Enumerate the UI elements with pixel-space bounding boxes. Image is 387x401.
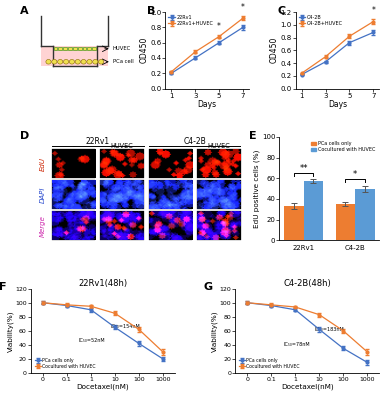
Bar: [63, 47, 67, 50]
Bar: [101, 150, 144, 178]
Circle shape: [63, 59, 68, 64]
Y-axis label: Viability(%): Viability(%): [212, 310, 218, 352]
Text: **: **: [299, 164, 308, 173]
Bar: [149, 150, 192, 178]
Bar: [73, 47, 77, 50]
Y-axis label: OD450: OD450: [140, 37, 149, 63]
Polygon shape: [97, 47, 108, 66]
Text: HUVEC: HUVEC: [113, 46, 131, 51]
Circle shape: [69, 59, 75, 64]
Title: 22Rv1(48h): 22Rv1(48h): [78, 279, 127, 288]
Text: G: G: [204, 282, 213, 292]
Text: *: *: [241, 3, 245, 12]
Text: -: -: [72, 143, 75, 149]
Legend: PCa cells only, Cocultured with HUVEC: PCa cells only, Cocultured with HUVEC: [309, 140, 377, 154]
Text: IC₅₀=183nM: IC₅₀=183nM: [315, 327, 344, 332]
Text: *: *: [353, 170, 357, 179]
Bar: [53, 47, 57, 50]
Circle shape: [58, 59, 63, 64]
Text: C4-2B: C4-2B: [183, 137, 206, 146]
Text: F: F: [0, 282, 7, 292]
X-axis label: Docetaxel(nM): Docetaxel(nM): [281, 383, 334, 390]
Title: C4-2B(48h): C4-2B(48h): [283, 279, 331, 288]
Bar: [87, 47, 91, 50]
Bar: [101, 211, 144, 240]
Bar: [52, 211, 95, 240]
Polygon shape: [53, 47, 97, 66]
Circle shape: [75, 59, 80, 64]
Bar: [197, 150, 241, 178]
Polygon shape: [41, 47, 108, 66]
Text: IC₅₀=78nM: IC₅₀=78nM: [283, 342, 310, 347]
Circle shape: [92, 59, 98, 64]
Bar: [58, 47, 62, 50]
Bar: [284, 206, 303, 240]
Text: *: *: [217, 22, 221, 31]
Y-axis label: OD450: OD450: [270, 37, 279, 63]
Bar: [355, 188, 375, 240]
Bar: [92, 47, 96, 50]
Circle shape: [81, 59, 86, 64]
Circle shape: [46, 59, 51, 64]
X-axis label: Days: Days: [328, 100, 347, 109]
Text: EdU: EdU: [39, 157, 46, 171]
Text: A: A: [21, 6, 29, 16]
Text: Merge: Merge: [39, 215, 46, 237]
Legend: 22Rv1, 22Rv1+HUVEC: 22Rv1, 22Rv1+HUVEC: [168, 14, 214, 26]
Text: E: E: [250, 131, 257, 141]
Y-axis label: EdU positive cells (%): EdU positive cells (%): [254, 150, 260, 228]
Legend: PCa cells only, Cocultured with HUVEC: PCa cells only, Cocultured with HUVEC: [238, 356, 302, 371]
Bar: [101, 180, 144, 209]
Circle shape: [99, 59, 104, 64]
Text: HUVEC: HUVEC: [111, 143, 134, 149]
Polygon shape: [41, 47, 53, 66]
Text: *: *: [372, 6, 375, 15]
Text: D: D: [21, 131, 30, 141]
Text: IC₅₀=154nM: IC₅₀=154nM: [110, 324, 140, 329]
Bar: [336, 204, 355, 240]
Bar: [68, 47, 72, 50]
Bar: [52, 180, 95, 209]
X-axis label: Docetaxel(nM): Docetaxel(nM): [77, 383, 129, 390]
Y-axis label: Viability(%): Viability(%): [7, 310, 14, 352]
Circle shape: [52, 59, 57, 64]
Text: HUVEC: HUVEC: [208, 143, 230, 149]
Bar: [303, 181, 323, 240]
Text: -: -: [170, 143, 172, 149]
Bar: [52, 150, 95, 178]
X-axis label: Days: Days: [198, 100, 217, 109]
Legend: PCa cells only, Cocultured with HUVEC: PCa cells only, Cocultured with HUVEC: [33, 356, 97, 371]
Text: 22Rv1: 22Rv1: [86, 137, 110, 146]
Bar: [197, 180, 241, 209]
Text: C: C: [277, 6, 286, 16]
Legend: C4-2B, C4-2B+HUVEC: C4-2B, C4-2B+HUVEC: [298, 14, 343, 26]
Bar: [78, 47, 82, 50]
Bar: [197, 211, 241, 240]
Circle shape: [87, 59, 92, 64]
Text: B: B: [147, 6, 156, 16]
Text: DAPI: DAPI: [39, 186, 46, 203]
Bar: [82, 47, 86, 50]
Text: IC₅₀=52nM: IC₅₀=52nM: [79, 338, 106, 343]
Text: PCa cell: PCa cell: [113, 59, 133, 64]
Bar: [149, 180, 192, 209]
Bar: [149, 211, 192, 240]
